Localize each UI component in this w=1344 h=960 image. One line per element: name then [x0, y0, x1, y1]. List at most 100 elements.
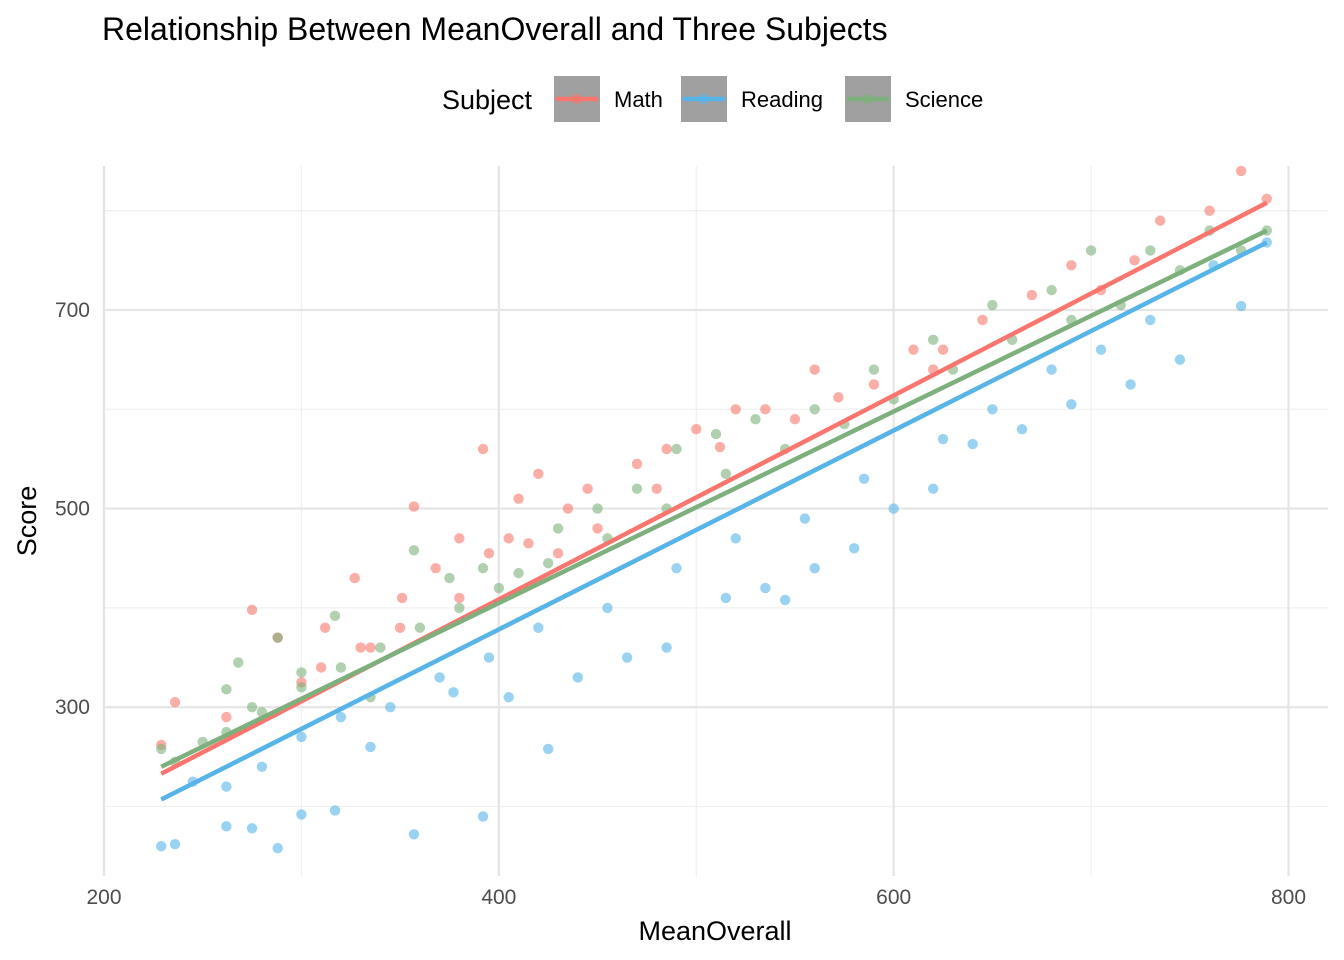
science-point — [221, 684, 232, 695]
science-point — [671, 443, 682, 455]
math-point — [977, 314, 988, 326]
science-point — [631, 483, 643, 494]
y-axis-title: Score — [12, 486, 42, 557]
math-point — [408, 501, 420, 512]
math-point — [1066, 260, 1077, 271]
science-point — [296, 667, 307, 678]
science-point — [335, 662, 347, 673]
reading-point — [385, 701, 396, 713]
legend-label-reading: Reading — [741, 87, 823, 112]
reading-point — [448, 687, 459, 698]
reading-point — [477, 811, 489, 822]
x-tick-label: 600 — [876, 886, 911, 909]
legend-title: Subject — [442, 85, 533, 115]
reading-point — [848, 543, 860, 554]
math-point — [691, 423, 702, 435]
math-point — [562, 503, 574, 514]
math-point — [349, 572, 360, 584]
science-point — [329, 610, 341, 622]
reading-point — [967, 438, 978, 450]
legend-item-math: Math — [554, 76, 663, 122]
reading-point — [221, 821, 232, 832]
math-point — [631, 458, 643, 470]
science-point — [493, 582, 505, 594]
math-point — [1129, 255, 1140, 266]
math-point — [809, 364, 820, 375]
math-point — [483, 548, 495, 559]
math-point — [908, 344, 919, 355]
math-point — [760, 404, 771, 415]
reading-point — [1095, 344, 1107, 355]
x-axis-title: MeanOverall — [638, 916, 791, 946]
x-tick-label: 400 — [481, 886, 516, 909]
science-point — [750, 414, 761, 425]
legend-item-reading: Reading — [681, 76, 823, 122]
math-point — [1204, 205, 1215, 216]
data-points — [156, 165, 1273, 854]
reading-point — [246, 823, 258, 834]
y-tick-label: 700 — [55, 299, 90, 322]
legend-item-science: Science — [845, 76, 983, 122]
math-point — [396, 592, 408, 604]
science-point — [246, 701, 258, 713]
legend-key-point-math — [571, 93, 583, 105]
math-point — [430, 562, 441, 574]
reading-point — [296, 731, 307, 743]
reading-point — [809, 562, 820, 574]
reading-point — [927, 483, 939, 494]
reading-point — [720, 592, 732, 604]
science-point — [927, 334, 939, 345]
reading-point — [888, 503, 899, 514]
reading-point — [730, 533, 741, 544]
math-point — [477, 443, 489, 455]
y-tick-label: 300 — [55, 696, 90, 719]
x-tick-label: 800 — [1271, 886, 1306, 909]
tick-labels: 200 400 600 800 300 500 700 — [55, 299, 1306, 909]
reading-point — [256, 761, 268, 772]
reading-point — [434, 672, 445, 683]
reading-point — [1174, 354, 1186, 365]
science-point — [477, 562, 489, 574]
science-point — [156, 743, 167, 755]
y-tick-label: 500 — [55, 498, 90, 521]
math-point — [246, 604, 258, 616]
math-point — [1026, 289, 1038, 301]
math-point — [833, 392, 844, 403]
reading-point — [503, 692, 514, 703]
math-point — [503, 533, 514, 544]
math-point — [221, 711, 232, 723]
reading-point — [1145, 314, 1156, 326]
legend-label-math: Math — [614, 87, 663, 112]
reading-point — [408, 829, 420, 840]
grid — [102, 166, 1328, 876]
science-point — [408, 545, 420, 556]
reading-point — [329, 805, 341, 816]
science-point — [1145, 245, 1156, 256]
science-point — [444, 572, 455, 584]
legend: Subject Math Reading Science — [442, 76, 983, 122]
science-point — [809, 404, 820, 415]
math-point — [454, 592, 465, 604]
science-point — [592, 503, 603, 514]
reading-point — [542, 743, 554, 755]
legend-label-science: Science — [905, 87, 983, 112]
reading-point — [533, 622, 544, 633]
math-point — [394, 622, 406, 633]
reading-point — [1125, 379, 1136, 390]
math-point — [592, 523, 603, 534]
math-point — [1261, 193, 1273, 204]
math-point — [714, 441, 726, 453]
math-point — [319, 622, 331, 633]
math-point — [523, 538, 534, 549]
reading-point — [483, 652, 495, 663]
reading-point — [572, 672, 584, 683]
reading-point — [661, 642, 672, 653]
reading-point — [671, 562, 682, 574]
reading-point — [799, 513, 811, 524]
series-reading-points — [156, 237, 1273, 854]
math-point — [552, 548, 564, 559]
math-point — [365, 642, 376, 653]
math-point — [937, 344, 949, 355]
reading-point — [987, 404, 998, 415]
